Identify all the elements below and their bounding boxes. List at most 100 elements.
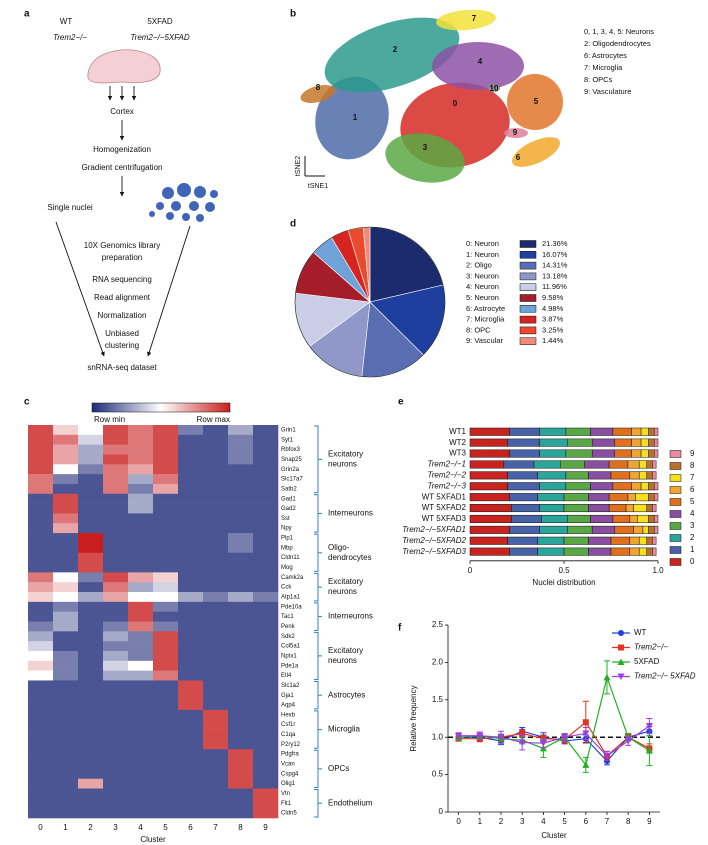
heatmap-cell [78, 592, 104, 603]
cluster-label: 7 [472, 14, 477, 23]
gene-label: Npy [281, 526, 292, 532]
legend-swatch [519, 326, 537, 335]
heatmap-cell [78, 719, 104, 730]
bar-segment [591, 525, 616, 534]
cluster-region [300, 84, 336, 104]
gene-label: Atp1a1 [281, 595, 301, 601]
bar-segment [563, 504, 589, 513]
heatmap-cell [53, 513, 79, 524]
cluster-label: 10 [490, 84, 499, 93]
heatmap-cell [28, 680, 54, 691]
x-tick-label: 1 [478, 817, 483, 826]
tsne-legend-entry: 8: OPCs [584, 75, 613, 84]
gene-label: Slc1a2 [281, 683, 300, 689]
bar-segment [469, 449, 510, 458]
heatmap-cell [228, 493, 254, 504]
heatmap-cell [53, 562, 79, 573]
heatmap-cell [178, 562, 204, 573]
heatmap-cell [103, 474, 129, 485]
step: Normalization [98, 311, 147, 320]
gene-label: Olig1 [281, 781, 296, 787]
legend-label: 1 [690, 545, 695, 554]
heatmap-cell [203, 749, 229, 760]
bar-segment [653, 525, 659, 534]
gene-label: Pde1a [281, 663, 299, 669]
bar-segment [640, 449, 649, 458]
heatmap-cell [228, 425, 254, 436]
cluster-label: 5 [534, 97, 539, 106]
heatmap-cell [28, 493, 54, 504]
bar-segment [614, 525, 634, 534]
heatmap-cell [78, 454, 104, 465]
heatmap-cell [228, 729, 254, 740]
heatmap-cell [153, 523, 179, 534]
heatmap-cell [28, 700, 54, 711]
y-tick-label: WT 5XFAD2 [422, 503, 467, 512]
gene-label: Plp1 [281, 536, 294, 542]
legend-swatch [669, 462, 682, 470]
heatmap-cell [153, 759, 179, 770]
heatmap-cell [178, 670, 204, 681]
legend-label: 5XFAD [634, 657, 660, 666]
heatmap-cell [28, 601, 54, 612]
heatmap-cell [253, 562, 279, 573]
heatmap-cell [103, 523, 129, 534]
heatmap-cell [228, 798, 254, 809]
heatmap-cell [103, 601, 129, 612]
heatmap-cell [253, 483, 279, 495]
brain-icon [87, 49, 161, 84]
x-tick-label: 9 [647, 817, 652, 826]
gene-label: Gja1 [281, 693, 294, 699]
heatmap-cell [253, 425, 279, 436]
heatmap-cell [78, 759, 104, 770]
heatmap-cell [253, 523, 279, 534]
legend-label: Trem2−/− [634, 643, 668, 652]
bar-segment [539, 482, 567, 491]
heatmap-cell [128, 670, 154, 681]
bar-segment [638, 536, 647, 545]
bar-segment [469, 438, 508, 447]
y-tick-label: 1.0 [432, 732, 444, 741]
heatmap-cell [253, 592, 279, 603]
heatmap-cell [228, 513, 254, 524]
heatmap-cell [153, 788, 179, 799]
bar-segment [648, 427, 655, 436]
heatmap-cell [203, 709, 229, 721]
heatmap-cell [203, 464, 229, 475]
heatmap-cell [178, 778, 204, 789]
heatmap-cell [153, 631, 179, 642]
heatmap-cell [28, 425, 54, 436]
gene-label: Hexb [281, 712, 296, 718]
bar-segment [588, 536, 612, 545]
bar-segment [539, 438, 569, 447]
heatmap-cell [78, 808, 104, 819]
heatmap-cell [53, 690, 79, 701]
heatmap-cell [153, 719, 179, 730]
bar-segment [537, 493, 565, 502]
bar-segment [565, 449, 593, 458]
bar-segment [511, 504, 540, 513]
heatmap-cell [178, 434, 204, 445]
y-tick-label: 2.0 [432, 658, 444, 667]
heatmap-cell [178, 483, 204, 495]
heatmap-cell [103, 690, 129, 701]
heatmap-cell [103, 650, 129, 662]
bar-segment [584, 460, 610, 469]
bar-segment [648, 482, 655, 491]
bar-segment [567, 514, 591, 523]
heatmap-cell [53, 641, 79, 652]
heatmap-cell [178, 680, 204, 691]
heatmap-cell [203, 778, 229, 789]
heatmap-cell [178, 533, 204, 544]
heatmap-cell [128, 454, 154, 465]
heatmap-cell [78, 788, 104, 799]
legend-label: 4 [690, 509, 695, 518]
heatmap-cell [253, 788, 279, 799]
heatmap-cell [178, 798, 204, 809]
heatmap-cell [103, 513, 129, 524]
bar-segment [591, 449, 616, 458]
panel-label: d [290, 219, 296, 230]
x-tick-label: 2 [499, 817, 504, 826]
heatmap-cell [128, 621, 154, 632]
heatmap-cell [228, 552, 254, 563]
